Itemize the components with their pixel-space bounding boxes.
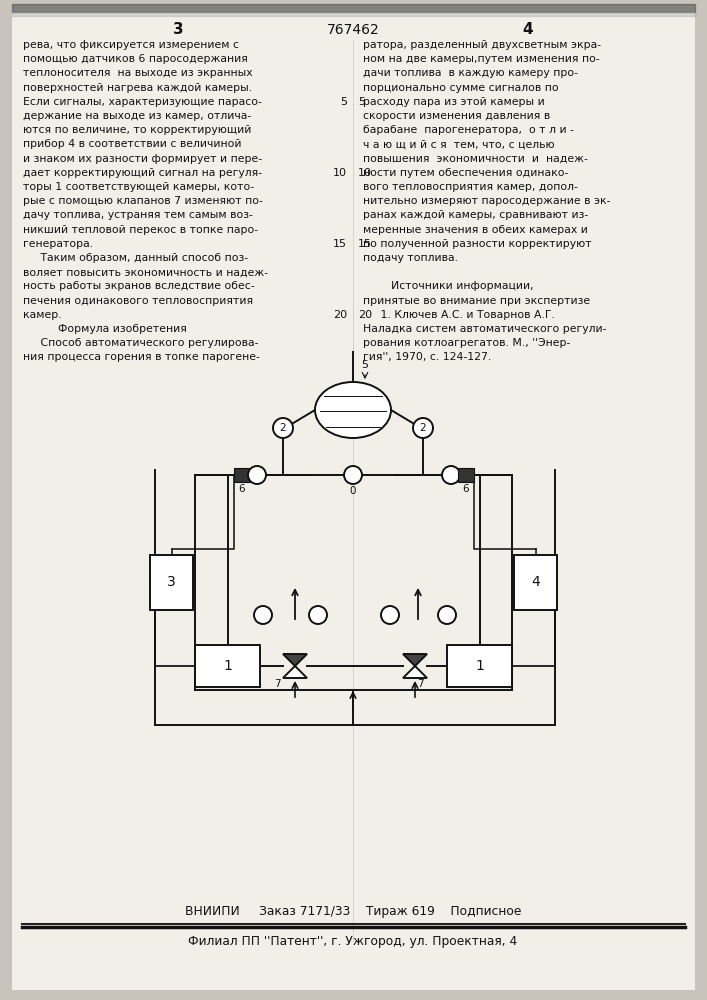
Text: 5: 5: [340, 97, 347, 107]
Text: гия'', 1970, с. 124-127.: гия'', 1970, с. 124-127.: [363, 352, 491, 362]
Text: расходу пара из этой камеры и: расходу пара из этой камеры и: [363, 97, 545, 107]
Text: Наладка систем автоматического регули-: Наладка систем автоматического регули-: [363, 324, 607, 334]
Text: поверхностей нагрева каждой камеры.: поверхностей нагрева каждой камеры.: [23, 83, 252, 93]
Circle shape: [442, 466, 460, 484]
Text: теплоносителя  на выходе из экранных: теплоносителя на выходе из экранных: [23, 68, 252, 78]
Text: меренные значения в обеих камерах и: меренные значения в обеих камерах и: [363, 225, 588, 235]
Text: по полученной разности корректируют: по полученной разности корректируют: [363, 239, 592, 249]
Text: ч а ю щ и й с я  тем, что, с целью: ч а ю щ и й с я тем, что, с целью: [363, 139, 554, 149]
Text: рые с помощью клапанов 7 изменяют по-: рые с помощью клапанов 7 изменяют по-: [23, 196, 263, 206]
Text: принятые во внимание при экспертизе: принятые во внимание при экспертизе: [363, 296, 590, 306]
Text: 1: 1: [475, 659, 484, 673]
Text: Если сигналы, характеризующие парасо-: Если сигналы, характеризующие парасо-: [23, 97, 262, 107]
Text: ном на две камеры,путем изменения по-: ном на две камеры,путем изменения по-: [363, 54, 600, 64]
Text: дачи топлива  в каждую камеру про-: дачи топлива в каждую камеру про-: [363, 68, 578, 78]
Text: нительно измеряют паросодержание в эк-: нительно измеряют паросодержание в эк-: [363, 196, 611, 206]
Text: камер.: камер.: [23, 310, 62, 320]
Polygon shape: [403, 654, 427, 666]
Ellipse shape: [315, 382, 391, 438]
Text: 15: 15: [358, 239, 372, 249]
Bar: [150, 555, 193, 610]
Text: 15: 15: [333, 239, 347, 249]
Text: 5: 5: [361, 360, 368, 370]
Bar: [458, 468, 474, 482]
Circle shape: [254, 606, 272, 624]
Text: 10: 10: [358, 168, 372, 178]
Text: рования котлоагрегатов. М., ''Энер-: рования котлоагрегатов. М., ''Энер-: [363, 338, 571, 348]
Text: печения одинакового тепловосприятия: печения одинакового тепловосприятия: [23, 296, 253, 306]
Text: 6: 6: [462, 484, 469, 494]
Text: дает корректирующий сигнал на регуля-: дает корректирующий сигнал на регуля-: [23, 168, 262, 178]
Text: вого тепловосприятия камер, допол-: вого тепловосприятия камер, допол-: [363, 182, 578, 192]
Text: 10: 10: [333, 168, 347, 178]
Text: 2: 2: [420, 423, 426, 433]
Circle shape: [381, 606, 399, 624]
Text: Источники информации,: Источники информации,: [363, 281, 534, 291]
Circle shape: [413, 418, 433, 438]
Text: 5: 5: [358, 97, 365, 107]
Text: 4: 4: [522, 22, 533, 37]
Text: помощью датчиков 6 паросодержания: помощью датчиков 6 паросодержания: [23, 54, 248, 64]
Text: 3: 3: [167, 576, 176, 589]
Text: Способ автоматического регулирова-: Способ автоматического регулирова-: [23, 338, 259, 348]
Text: воляет повысить экономичность и надеж-: воляет повысить экономичность и надеж-: [23, 267, 268, 277]
Polygon shape: [403, 666, 427, 678]
Circle shape: [273, 418, 293, 438]
Polygon shape: [283, 666, 307, 678]
Bar: [447, 645, 512, 687]
Text: 4: 4: [531, 576, 540, 589]
Text: ранах каждой камеры, сравнивают из-: ранах каждой камеры, сравнивают из-: [363, 210, 588, 220]
Text: Филиал ПП ''Патент'', г. Ужгород, ул. Проектная, 4: Филиал ПП ''Патент'', г. Ужгород, ул. Пр…: [188, 936, 518, 948]
Text: повышения  экономичности  и  надеж-: повышения экономичности и надеж-: [363, 154, 588, 164]
Text: Формула изобретения: Формула изобретения: [23, 324, 187, 334]
Text: ВНИИПИ     Заказ 7171/33    Тираж 619    Подписное: ВНИИПИ Заказ 7171/33 Тираж 619 Подписное: [185, 906, 521, 918]
Text: никший тепловой перекос в топке паро-: никший тепловой перекос в топке паро-: [23, 225, 258, 235]
Text: 6: 6: [239, 484, 245, 494]
Text: 1. Ключев А.С. и Товарнов А.Г.: 1. Ключев А.С. и Товарнов А.Г.: [363, 310, 555, 320]
Text: и знаком их разности формирует и пере-: и знаком их разности формирует и пере-: [23, 154, 262, 164]
Text: ность работы экранов вследствие обес-: ность работы экранов вследствие обес-: [23, 281, 255, 291]
Text: 767462: 767462: [327, 23, 380, 37]
Text: порционально сумме сигналов по: порционально сумме сигналов по: [363, 83, 559, 93]
Circle shape: [344, 466, 362, 484]
Bar: [514, 555, 557, 610]
Bar: [195, 645, 260, 687]
Text: 1: 1: [223, 659, 232, 673]
Text: 20: 20: [333, 310, 347, 320]
Text: 20: 20: [358, 310, 372, 320]
Circle shape: [309, 606, 327, 624]
Text: держание на выходе из камер, отлича-: держание на выходе из камер, отлича-: [23, 111, 251, 121]
Text: ратора, разделенный двухсветным экра-: ратора, разделенный двухсветным экра-: [363, 40, 601, 50]
Text: ния процесса горения в топке парогене-: ния процесса горения в топке парогене-: [23, 352, 260, 362]
Text: 0: 0: [350, 486, 356, 496]
Text: генератора.: генератора.: [23, 239, 93, 249]
Text: 7: 7: [417, 679, 423, 689]
Circle shape: [248, 466, 266, 484]
Text: прибор 4 в соответствии с величиной: прибор 4 в соответствии с величиной: [23, 139, 242, 149]
Text: барабане  парогенератора,  о т л и -: барабане парогенератора, о т л и -: [363, 125, 574, 135]
Text: 2: 2: [280, 423, 286, 433]
Text: подачу топлива.: подачу топлива.: [363, 253, 458, 263]
Text: скорости изменения давления в: скорости изменения давления в: [363, 111, 550, 121]
Text: ности путем обеспечения одинако-: ности путем обеспечения одинако-: [363, 168, 568, 178]
Text: Таким образом, данный способ поз-: Таким образом, данный способ поз-: [23, 253, 248, 263]
Circle shape: [438, 606, 456, 624]
Polygon shape: [283, 654, 307, 666]
Bar: [234, 468, 250, 482]
Text: рева, что фиксируется измерением с: рева, что фиксируется измерением с: [23, 40, 239, 50]
Text: ются по величине, то корректирующий: ются по величине, то корректирующий: [23, 125, 252, 135]
Text: 7: 7: [274, 679, 281, 689]
Text: торы 1 соответствующей камеры, кото-: торы 1 соответствующей камеры, кото-: [23, 182, 254, 192]
Text: 3: 3: [173, 22, 183, 37]
Text: дачу топлива, устраняя тем самым воз-: дачу топлива, устраняя тем самым воз-: [23, 210, 253, 220]
